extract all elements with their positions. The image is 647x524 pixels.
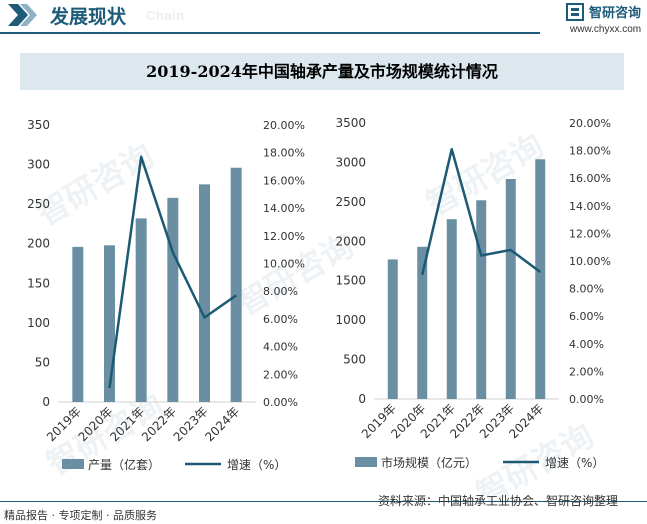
y2-tick-label: 16.00% [569,172,611,185]
y2-tick-label: 6.00% [263,313,298,326]
legend-line-label: 增速（%） [545,456,604,470]
x-tick-label: 2023年 [171,404,211,444]
y-tick-label: 250 [27,197,50,211]
y2-tick-label: 0.00% [569,393,604,406]
legend-line-label: 增速（%） [227,458,286,472]
y2-tick-label: 6.00% [569,310,604,323]
header-divider [0,32,540,34]
y-tick-label: 2500 [335,195,366,209]
x-tick-label: 2019年 [44,404,84,444]
y-tick-label: 100 [27,316,50,330]
y-tick-label: 350 [27,118,50,132]
y-tick-label: 300 [27,158,50,172]
x-tick-label: 2020年 [76,404,116,444]
y2-tick-label: 2.00% [263,368,298,381]
x-tick-label: 2022年 [139,404,179,444]
y2-tick-label: 8.00% [263,285,298,298]
bar [104,245,115,402]
bar [199,184,210,402]
y-tick-label: 50 [35,355,50,369]
brand-name: 智研咨询 [589,6,642,21]
y2-tick-label: 10.00% [263,258,305,271]
data-source: 资料来源：中国轴承工业协会、智研咨询整理 [378,494,619,508]
y-tick-label: 2000 [335,234,366,248]
bar [167,197,179,402]
y2-tick-label: 0.00% [263,396,298,409]
y2-tick-label: 14.00% [263,202,305,215]
bar [417,246,428,399]
y-tick-label: 0 [358,392,366,406]
bar [505,178,516,399]
bar [535,159,546,399]
figure-title-bar: 2019-2024年中国轴承产量及市场规模统计情况 [20,53,624,90]
y2-tick-label: 2.00% [569,365,604,378]
bar [476,200,487,399]
brand-logo-icon [566,3,584,21]
bar [135,218,147,402]
y2-tick-label: 18.00% [263,147,305,160]
legend-bar-label: 市场规模（亿元） [381,455,477,470]
page-header: 发展现状 Chain 智研咨询 www.chyxx.com [0,0,647,40]
section-subtitle: Chain [146,8,185,23]
bar [446,219,457,399]
y-tick-label: 200 [27,237,50,251]
chevron-icon [8,4,37,26]
legend-bar-label: 产量（亿套） [88,457,160,472]
y2-tick-label: 4.00% [263,341,298,354]
y-tick-label: 1500 [335,274,366,288]
y2-tick-label: 8.00% [569,283,604,296]
legend-bar-swatch [355,457,377,467]
y2-tick-label: 10.00% [569,255,611,268]
section-title: 发展现状 [50,6,127,28]
footer-divider [0,501,647,502]
y2-tick-label: 16.00% [263,174,305,187]
market-size-chart: 0 500 1000 1500 2000 2500 3000 3500 0.00% 2.00% 4.… [335,116,611,470]
bar [230,167,242,402]
y-tick-label: 150 [27,276,50,290]
y2-tick-label: 14.00% [569,200,611,213]
production-chart: 0 50 100 150 200 250 300 350 0.00% 2.00% 4.00% 6.00… [27,118,305,472]
footer-slogan: 精品报告 · 专项定制 · 品质服务 [4,509,157,522]
x-tick-label: 2024年 [202,404,242,444]
y-tick-label: 500 [343,353,366,367]
y-tick-label: 0 [42,395,50,409]
y2-tick-label: 20.00% [263,119,305,132]
y2-tick-label: 20.00% [569,117,611,130]
bar [387,259,398,399]
figure-title: 2019-2024年中国轴承产量及市场规模统计情况 [146,62,498,81]
y2-tick-label: 12.00% [263,230,305,243]
y-tick-label: 3500 [335,116,366,130]
y2-tick-label: 12.00% [569,227,611,240]
bar [72,246,84,402]
y-tick-label: 3000 [335,155,366,169]
y-tick-label: 1000 [335,313,366,327]
legend-bar-swatch [62,459,84,469]
y2-tick-label: 18.00% [569,145,611,158]
x-tick-label: 2021年 [107,404,147,444]
y2-tick-label: 4.00% [569,338,604,351]
brand-url[interactable]: www.chyxx.com [570,24,642,35]
